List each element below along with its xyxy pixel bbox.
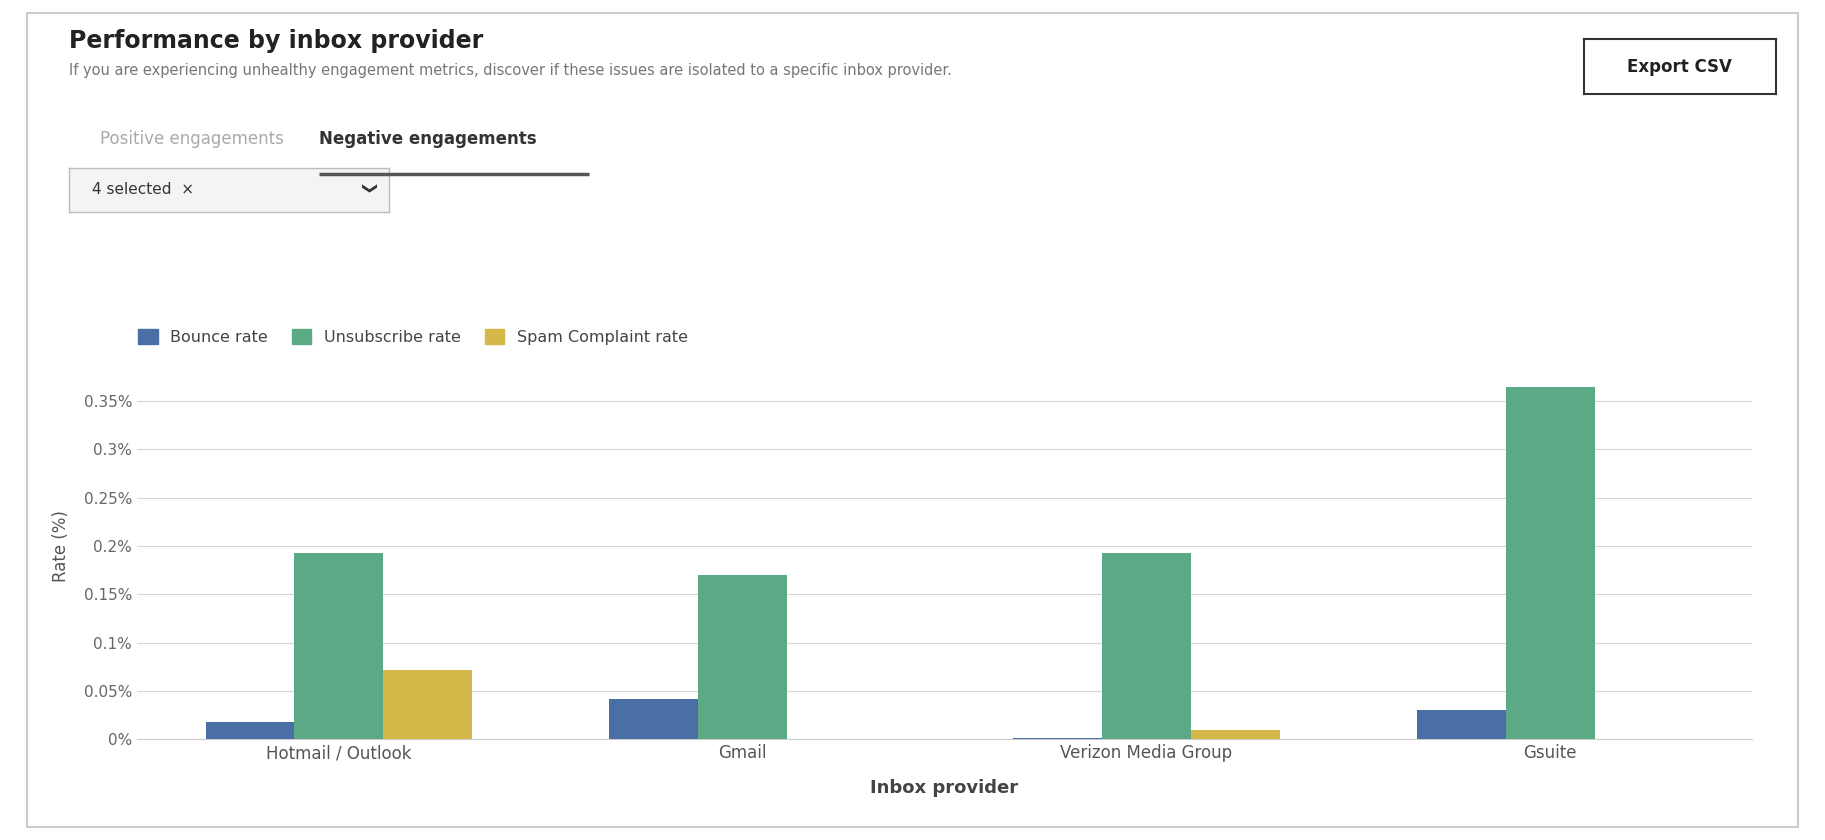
X-axis label: Inbox provider: Inbox provider	[871, 779, 1018, 796]
Bar	[1506, 386, 1595, 739]
Bar	[383, 669, 473, 739]
Text: Export CSV: Export CSV	[1628, 58, 1732, 76]
Bar	[294, 553, 383, 739]
Bar	[1190, 729, 1279, 739]
Y-axis label: Rate (%): Rate (%)	[51, 510, 69, 582]
Bar	[1416, 710, 1506, 739]
Bar	[206, 722, 294, 739]
Text: Performance by inbox provider: Performance by inbox provider	[69, 29, 484, 54]
Text: Positive engagements: Positive engagements	[100, 130, 285, 148]
Bar	[1013, 738, 1102, 739]
Bar	[610, 699, 699, 739]
Text: Negative engagements: Negative engagements	[319, 130, 537, 148]
Text: If you are experiencing unhealthy engagement metrics, discover if these issues a: If you are experiencing unhealthy engage…	[69, 63, 953, 78]
Text: ❯: ❯	[360, 183, 374, 197]
Bar	[1102, 553, 1190, 739]
Legend: Bounce rate, Unsubscribe rate, Spam Complaint rate: Bounce rate, Unsubscribe rate, Spam Comp…	[131, 323, 694, 351]
Bar	[699, 575, 787, 739]
Text: 4 selected  ×: 4 selected ×	[91, 182, 193, 197]
